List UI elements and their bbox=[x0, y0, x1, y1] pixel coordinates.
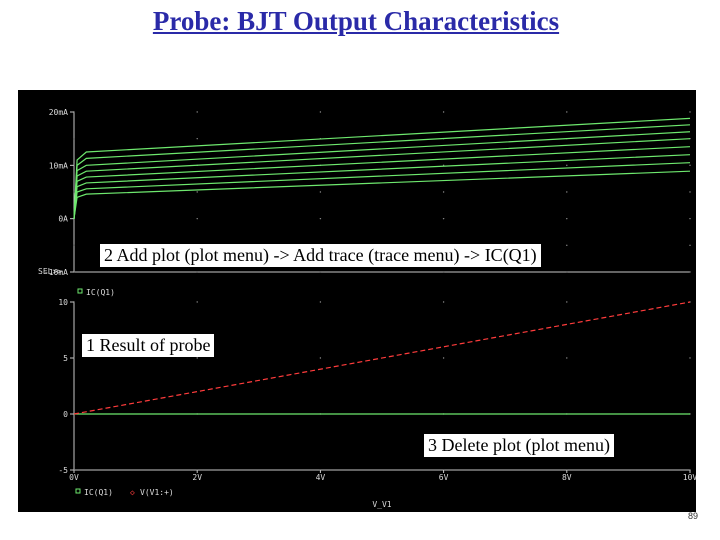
upper-grid-dot bbox=[566, 111, 568, 113]
upper-grid-dot bbox=[442, 217, 445, 220]
lower-x-tick-label: 2V bbox=[192, 473, 202, 482]
upper-characteristic-curve bbox=[73, 117, 691, 219]
lower-x-tick-label: 6V bbox=[439, 473, 449, 482]
upper-grid-dot bbox=[319, 217, 322, 220]
lower-x-tick-label: 0V bbox=[69, 473, 79, 482]
lower-grid-dot bbox=[442, 357, 445, 359]
lower-grid-dot bbox=[566, 357, 568, 359]
lower-x-tick-label: 10V bbox=[683, 473, 696, 482]
upper-grid-dot bbox=[196, 111, 198, 113]
page-number: 89 bbox=[687, 511, 698, 521]
lower-y-tick-label: 10 bbox=[58, 298, 68, 307]
upper-grid-dot bbox=[196, 217, 198, 220]
upper-grid-dot bbox=[442, 271, 445, 273]
upper-grid-dot bbox=[319, 191, 322, 193]
upper-grid-dot bbox=[566, 217, 568, 220]
x-axis-label: V_V1 bbox=[372, 500, 391, 509]
top-legend-label: IC(Q1) bbox=[86, 288, 115, 297]
upper-grid-dot bbox=[73, 244, 75, 247]
upper-characteristic-curve bbox=[73, 170, 691, 219]
probe-window: 20mA 10mA 0A -10mA SEL>> IC(Q1) 10 5 0 -5 0V 2V 4V 6V… bbox=[18, 90, 696, 512]
upper-grid-dot bbox=[689, 217, 691, 220]
upper-grid-dot bbox=[196, 137, 198, 140]
lower-grid-dot bbox=[319, 301, 322, 303]
upper-y-tick-label: 10mA bbox=[49, 161, 68, 170]
lower-grid-dot bbox=[689, 357, 691, 359]
upper-y-tick-label: 0A bbox=[58, 215, 68, 224]
upper-grid-dot bbox=[319, 271, 322, 273]
upper-grid-dot bbox=[73, 191, 75, 193]
lower-grid-dot bbox=[442, 301, 445, 303]
slide-title: Probe: BJT Output Characteristics bbox=[152, 6, 560, 36]
upper-characteristic-curve bbox=[73, 154, 691, 219]
annotation-add-trace: 2 Add plot (plot menu) -> Add trace (tra… bbox=[100, 244, 541, 267]
lower-y-tick-label: 5 bbox=[63, 354, 68, 363]
upper-grid-dot bbox=[196, 271, 198, 273]
legend-marker-ic bbox=[75, 488, 81, 494]
upper-y-tick-label: 20mA bbox=[49, 108, 68, 117]
upper-grid-dot bbox=[689, 244, 691, 247]
upper-grid-dot bbox=[689, 111, 691, 113]
lower-y-tick-label: -5 bbox=[58, 466, 68, 475]
lower-y-tick-label: 0 bbox=[63, 410, 68, 419]
legend-label-ic: IC(Q1) bbox=[84, 488, 113, 497]
upper-grid-dot bbox=[196, 191, 198, 193]
upper-grid-dot bbox=[442, 191, 445, 193]
upper-grid-dot bbox=[566, 191, 568, 193]
upper-grid-dot bbox=[73, 137, 75, 140]
legend-marker-v: ◇ bbox=[130, 488, 135, 497]
lower-x-tick-label: 4V bbox=[316, 473, 326, 482]
legend-label-v: V(V1:+) bbox=[140, 488, 174, 497]
lower-grid-dot bbox=[196, 301, 198, 303]
lower-grid-dot bbox=[319, 357, 322, 359]
sel-marker: SEL>> bbox=[38, 267, 62, 276]
upper-grid-dot bbox=[566, 244, 568, 247]
upper-grid-dot bbox=[566, 164, 568, 167]
upper-grid-dot bbox=[689, 191, 691, 193]
upper-grid-dot bbox=[566, 271, 568, 273]
top-legend-marker bbox=[77, 288, 83, 294]
upper-characteristic-curve bbox=[73, 124, 691, 219]
lower-x-tick-label: 8V bbox=[562, 473, 572, 482]
upper-grid-dot bbox=[689, 164, 691, 167]
lower-grid-dot bbox=[196, 357, 198, 359]
v-v1-trace bbox=[73, 301, 691, 415]
annotation-result-of-probe: 1 Result of probe bbox=[82, 334, 215, 357]
lower-grid-dot bbox=[566, 301, 568, 303]
upper-y-tick-label: -10mA bbox=[44, 268, 68, 277]
upper-grid-dot bbox=[319, 111, 322, 113]
upper-grid-dot bbox=[442, 111, 445, 113]
upper-grid-dot bbox=[689, 271, 691, 273]
annotation-delete-plot: 3 Delete plot (plot menu) bbox=[424, 434, 614, 457]
